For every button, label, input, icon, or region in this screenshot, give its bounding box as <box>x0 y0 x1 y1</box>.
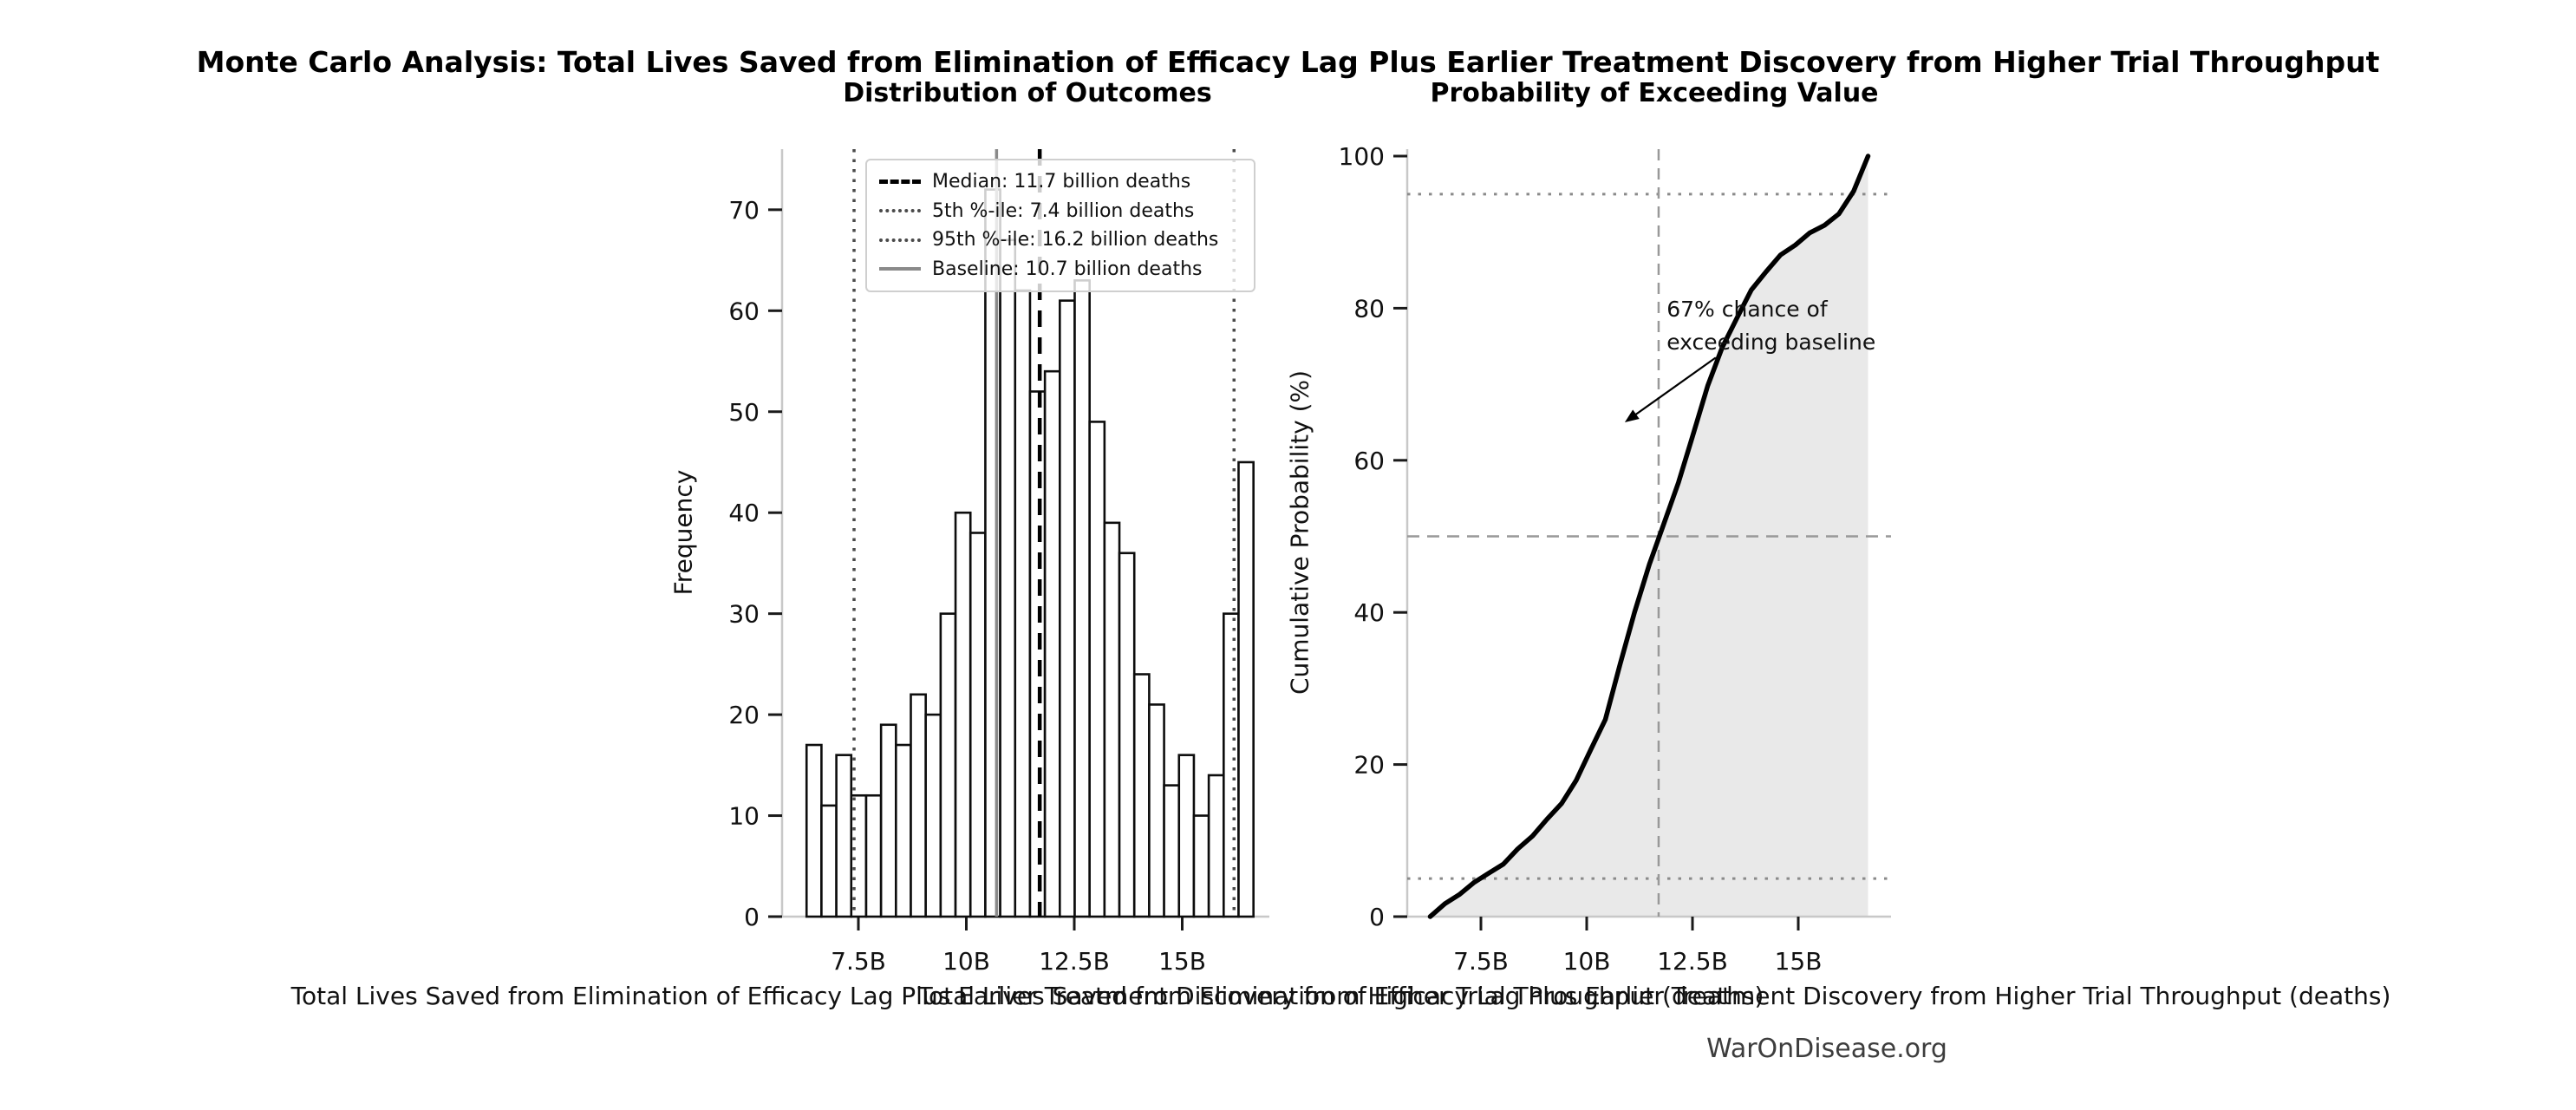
cdf-curve <box>1427 153 1871 919</box>
histogram-bar <box>1043 369 1061 918</box>
legend-line-swatch <box>879 267 921 271</box>
histogram-bar <box>1177 754 1196 918</box>
cdf-shaded-area <box>1430 156 1868 917</box>
cdf-annotation-line: 67% chance of <box>1666 296 1828 322</box>
legend-label: Median: 11.7 billion deaths <box>932 171 1191 193</box>
histogram-bar <box>910 693 927 918</box>
legend-label: 5th %-ile: 7.4 billion deaths <box>932 199 1195 222</box>
legend-item: 5th %-ile: 7.4 billion deaths <box>879 200 1242 222</box>
hist-xtick-label: 12.5B <box>1039 947 1110 976</box>
histogram-bar <box>1028 390 1047 918</box>
hist-ytick-label: 20 <box>728 701 760 729</box>
legend-label: Baseline: 10.7 billion deaths <box>932 258 1203 280</box>
hist-xtick-label: 7.5B <box>831 947 886 976</box>
legend-item: Median: 11.7 billion deaths <box>879 171 1242 193</box>
hist-ytick-label: 0 <box>744 903 760 931</box>
annotation-arrow-line <box>1631 356 1717 419</box>
histogram-bar <box>954 511 972 918</box>
cdf-ytick-label: 40 <box>1353 598 1385 627</box>
hist-legend: Median: 11.7 billion deaths 5th %-ile: 7.… <box>865 159 1255 292</box>
histogram-bar <box>1059 299 1076 918</box>
histogram-bar <box>968 532 987 918</box>
hist-xtick-label: 15B <box>1158 947 1206 976</box>
hist-title: Distribution of Outcomes <box>843 78 1212 108</box>
cdf-xtick-label: 7.5B <box>1453 947 1509 976</box>
histogram-bar <box>1223 612 1240 918</box>
histogram-bar <box>1103 521 1121 918</box>
histogram-bar <box>1132 673 1151 918</box>
histogram-bar <box>1118 552 1136 918</box>
histogram-bar <box>820 804 838 918</box>
cdf-ytick-label: 20 <box>1353 751 1385 780</box>
histogram-bar <box>1163 784 1181 918</box>
annotation-arrow-head <box>1624 409 1640 422</box>
histogram-bar <box>879 723 897 918</box>
histogram-bar <box>895 743 912 918</box>
hist-ytick-label: 50 <box>728 398 760 427</box>
cdf-ytick-label: 80 <box>1353 294 1385 323</box>
histogram-bar <box>835 754 853 918</box>
footer-watermark: WarOnDisease.org <box>1706 1034 1947 1064</box>
figure-title: Monte Carlo Analysis: Total Lives Saved … <box>196 45 2380 79</box>
histogram-bar <box>805 743 823 918</box>
cdf-ytick-label: 100 <box>1339 142 1385 171</box>
histogram-bar <box>864 793 883 918</box>
histogram-bar <box>1237 460 1255 918</box>
histogram-bar <box>1207 774 1225 918</box>
legend-line-swatch <box>879 180 921 184</box>
legend-item: 95th %-ile: 16.2 billion deaths <box>879 229 1242 251</box>
hist-xlabel: Total Lives Saved from Elimination of Ef… <box>290 982 1764 1010</box>
cdf-title: Probability of Exceeding Value <box>1430 78 1879 108</box>
cdf-xtick-label: 15B <box>1775 947 1823 976</box>
cdf-xtick-label: 10B <box>1563 947 1611 976</box>
histogram-bar <box>1088 421 1106 918</box>
histogram-bar <box>1014 289 1032 918</box>
histogram-bar <box>1073 279 1091 918</box>
cdf-annotation-line: exceeding baseline <box>1666 329 1876 355</box>
cdf-ylabel: Cumulative Probability (%) <box>1285 369 1314 695</box>
histogram-bar <box>999 238 1017 918</box>
hist-ytick-label: 30 <box>728 600 760 629</box>
histogram-bar <box>924 713 942 918</box>
histogram-bar <box>939 612 957 918</box>
legend-item: Baseline: 10.7 billion deaths <box>879 258 1242 280</box>
cdf-ytick-label: 0 <box>1369 903 1385 931</box>
histogram-bar <box>1148 703 1165 918</box>
histogram-bar <box>1192 814 1210 918</box>
hist-ylabel: Frequency <box>668 469 698 596</box>
cdf-xlabel: Total Lives Saved from Elimination of Ef… <box>917 982 2391 1010</box>
legend-label: 95th %-ile: 16.2 billion deaths <box>932 229 1219 251</box>
hist-ytick-label: 70 <box>728 196 760 225</box>
cdf-ytick-label: 60 <box>1353 447 1385 475</box>
legend-line-swatch <box>879 209 921 213</box>
hist-ytick-label: 10 <box>728 802 760 831</box>
hist-ytick-label: 60 <box>728 297 760 325</box>
hist-ytick-label: 40 <box>728 499 760 527</box>
legend-line-swatch <box>879 238 921 242</box>
cdf-annotation: 67% chance of exceeding baseline <box>1666 293 1875 359</box>
hist-xtick-label: 10B <box>942 947 990 976</box>
cdf-xtick-label: 12.5B <box>1657 947 1728 976</box>
